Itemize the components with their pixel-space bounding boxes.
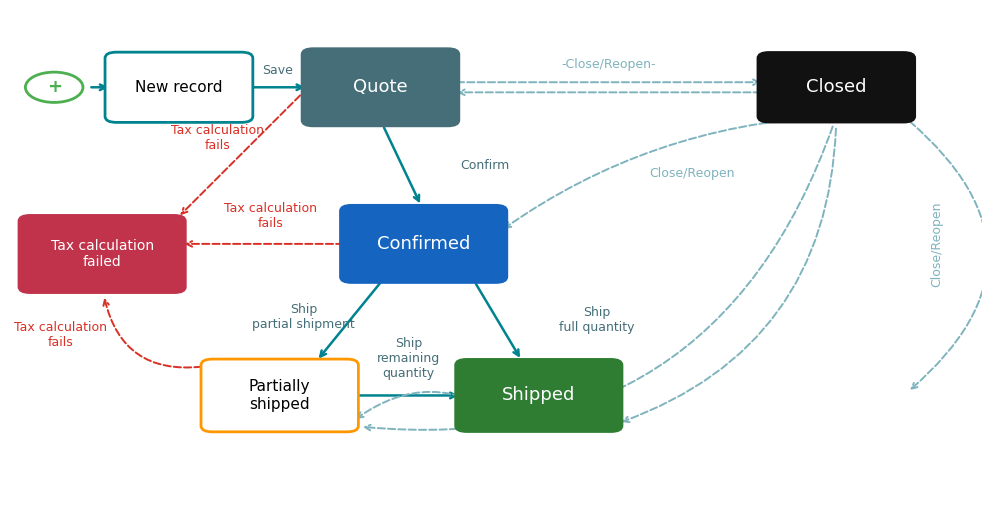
FancyBboxPatch shape <box>201 359 358 432</box>
Text: Ship
full quantity: Ship full quantity <box>559 306 634 334</box>
Text: Quote: Quote <box>354 78 408 97</box>
Text: Tax calculation
fails: Tax calculation fails <box>171 124 264 152</box>
Text: Ship
partial shipment: Ship partial shipment <box>252 303 355 331</box>
FancyBboxPatch shape <box>758 52 915 122</box>
Text: Closed: Closed <box>806 78 866 97</box>
FancyBboxPatch shape <box>105 52 252 122</box>
Text: Save: Save <box>262 64 294 77</box>
Text: Partially
shipped: Partially shipped <box>249 379 310 411</box>
Text: Close/Reopen: Close/Reopen <box>931 201 944 287</box>
Text: Close/Reopen: Close/Reopen <box>650 167 736 180</box>
FancyBboxPatch shape <box>19 215 186 293</box>
Text: Confirm: Confirm <box>461 159 510 172</box>
Circle shape <box>26 72 82 103</box>
Text: -Close/Reopen-: -Close/Reopen- <box>562 57 656 71</box>
Text: Tax calculation
fails: Tax calculation fails <box>224 202 316 230</box>
FancyBboxPatch shape <box>456 359 623 432</box>
FancyBboxPatch shape <box>301 48 460 126</box>
Text: Ship
remaining
quantity: Ship remaining quantity <box>377 337 440 380</box>
Text: Tax calculation
fails: Tax calculation fails <box>15 321 107 349</box>
FancyBboxPatch shape <box>340 205 507 283</box>
Text: New record: New record <box>136 80 223 95</box>
Text: Confirmed: Confirmed <box>377 235 470 253</box>
Text: Shipped: Shipped <box>502 387 575 404</box>
Text: +: + <box>47 78 62 97</box>
Text: Tax calculation
failed: Tax calculation failed <box>51 239 154 269</box>
